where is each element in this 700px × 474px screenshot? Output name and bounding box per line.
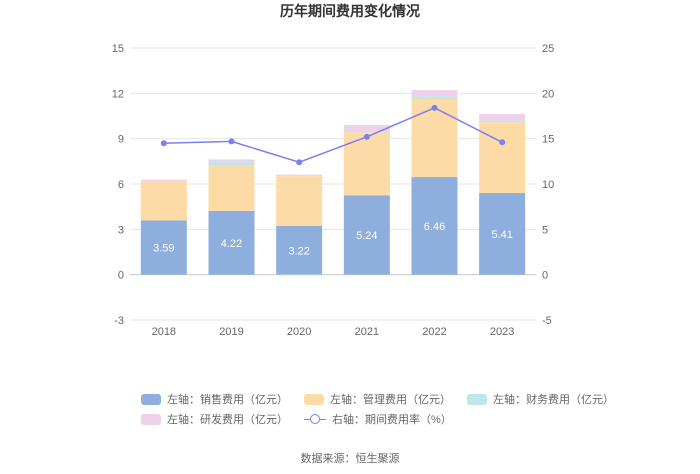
- line-path: [163, 107, 503, 164]
- chart-title: 历年期间费用变化情况: [280, 3, 420, 19]
- bar-segment: [140, 179, 187, 181]
- bar-segment: [411, 96, 458, 99]
- bar-segment: [276, 174, 323, 177]
- bar-segment: [276, 226, 323, 275]
- legend-item-rnd[interactable]: 左轴：研发费用（亿元）: [141, 411, 288, 427]
- bar-segment: [411, 98, 458, 178]
- axes: -3 0 3 6 9 12 15 -5 0 5 10 15 20 25 2018 2019 2020 2021 20…: [112, 43, 555, 338]
- legend-swatch-sales: [141, 393, 161, 405]
- x-axis-tick: 2022: [422, 326, 446, 338]
- bar-segment: [276, 274, 323, 276]
- legend-item-finance[interactable]: 左轴：财务费用（亿元）: [467, 391, 614, 407]
- legend-swatch-finance: [467, 393, 487, 405]
- left-axis-tick: 6: [118, 179, 124, 191]
- gridlines: [130, 47, 536, 321]
- bar-segment: [343, 132, 390, 196]
- bar-segment: [208, 165, 255, 211]
- bar-segment: [276, 176, 323, 227]
- bar-segment: [140, 180, 187, 221]
- legend-item-ratio[interactable]: 右轴：期间费用率（%）: [304, 411, 452, 427]
- bar-segment: [479, 192, 526, 275]
- x-axis-tick: 2018: [152, 326, 176, 338]
- right-axis-tick: 5: [542, 224, 548, 236]
- left-axis-tick: 3: [118, 224, 124, 236]
- legend-swatch-ratio: [304, 413, 326, 425]
- bar-segment: [411, 177, 458, 275]
- line-point: [363, 133, 370, 140]
- legend-label-rnd: 左轴：研发费用（亿元）: [167, 414, 288, 426]
- line-point: [296, 159, 303, 166]
- legend-row-2: 左轴：研发费用（亿元） 右轴：期间费用率（%）: [141, 411, 468, 427]
- x-axis-tick: 2021: [355, 326, 379, 338]
- legend-row-1: 左轴：销售费用（亿元） 左轴：管理费用（亿元） 左轴：财务费用（亿元）: [141, 391, 630, 407]
- bar-value-label: 3.59: [153, 243, 174, 255]
- bar-segment: [479, 114, 526, 121]
- legend-label-ratio: 右轴：期间费用率（%）: [332, 414, 452, 426]
- bar-segment: [343, 131, 390, 133]
- right-axis-tick: 15: [542, 134, 554, 146]
- bar-segment: [479, 120, 526, 123]
- data-source: 数据来源：恒生聚源: [300, 453, 400, 465]
- x-axis-tick: 2019: [219, 326, 243, 338]
- left-axis-tick: 12: [112, 88, 124, 100]
- line-point: [228, 138, 235, 145]
- bar-segment: [343, 125, 390, 132]
- bar-labels: 3.59 4.22 3.22 5.24 6.46 5.41: [153, 221, 513, 257]
- left-axis-tick: 9: [118, 134, 124, 146]
- x-axis-tick: 2023: [490, 326, 514, 338]
- right-axis-tick: 0: [542, 270, 548, 282]
- line-point: [499, 139, 506, 146]
- bar-segment: [208, 159, 255, 162]
- left-axis-tick: 0: [118, 270, 124, 282]
- line-point: [431, 104, 438, 111]
- bar-segment: [343, 195, 390, 275]
- left-axis-tick: 15: [112, 43, 124, 55]
- bars: [140, 90, 526, 276]
- bar-value-label: 5.24: [356, 230, 377, 242]
- bar-value-label: 6.46: [424, 221, 445, 233]
- right-axis-tick: 25: [542, 43, 554, 55]
- bar-segment: [140, 220, 187, 275]
- right-axis-tick: 10: [542, 179, 554, 191]
- bar-segment: [479, 122, 526, 193]
- line-point: [160, 140, 167, 147]
- legend-label-sales: 左轴：销售费用（亿元）: [167, 394, 288, 406]
- expense-ratio-line: [160, 104, 506, 166]
- legend-item-sales[interactable]: 左轴：销售费用（亿元）: [141, 391, 288, 407]
- right-axis-tick: -5: [542, 315, 552, 327]
- legend-item-admin[interactable]: 左轴：管理费用（亿元）: [304, 391, 451, 407]
- right-axis-tick: 20: [542, 88, 554, 100]
- bar-value-label: 4.22: [221, 238, 242, 250]
- legend-label-admin: 左轴：管理费用（亿元）: [330, 394, 451, 406]
- legend-swatch-rnd: [141, 413, 161, 425]
- legend-label-finance: 左轴：财务费用（亿元）: [493, 394, 614, 406]
- bar-value-label: 3.22: [288, 245, 309, 257]
- left-axis-tick: -3: [114, 315, 124, 327]
- bar-segment: [208, 210, 255, 275]
- x-axis-tick: 2020: [287, 326, 311, 338]
- legend-swatch-admin: [304, 393, 324, 405]
- bar-segment: [208, 161, 255, 166]
- bar-value-label: 5.41: [491, 229, 512, 241]
- bar-segment: [411, 90, 458, 97]
